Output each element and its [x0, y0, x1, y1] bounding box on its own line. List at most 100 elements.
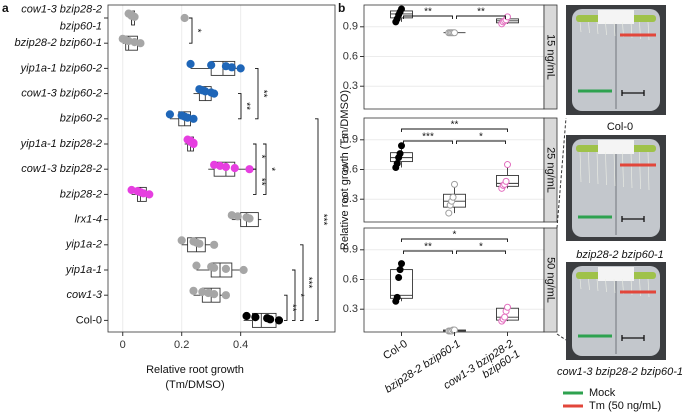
x-tick-label: 0.4: [233, 339, 248, 351]
data-point: [210, 240, 219, 249]
category-label-group: yip1a-1: [65, 264, 102, 276]
data-point: [221, 264, 231, 273]
category-label: yip1a-1 bzip28-2: [20, 138, 102, 150]
significance-bracket: [456, 15, 506, 19]
significance-label: *: [255, 155, 266, 159]
root: [579, 21, 582, 33]
data-point: [398, 260, 405, 268]
category-label-group: cow1-3: [67, 289, 103, 301]
facet-strip: [543, 117, 558, 223]
category-label: yip1a-2: [65, 239, 102, 251]
significance-bracket: [401, 128, 508, 132]
data-point: [189, 114, 198, 123]
category-label: bzip28-2 bzip60-1: [15, 37, 102, 49]
photo: [566, 5, 666, 115]
data-point: [445, 209, 453, 217]
data-point: [501, 313, 509, 321]
root: [613, 21, 616, 37]
significance-label: **: [286, 304, 297, 312]
significance-label: **: [424, 242, 432, 253]
root: [588, 278, 590, 291]
photo-label: cow1-3 bzip28-2 bzip60-1: [557, 366, 683, 378]
data-point: [395, 274, 403, 282]
category-label-group: yip1a-1 bzip60-2: [20, 62, 102, 74]
x-tick-label: 0: [120, 339, 126, 351]
root: [596, 278, 599, 292]
significance-label: ***: [302, 277, 313, 289]
root: [647, 151, 650, 191]
panel-label: b: [338, 1, 345, 15]
significance-label: *: [479, 132, 483, 143]
root: [613, 278, 616, 294]
zoom-line: [556, 117, 567, 229]
significance-bracket: [300, 244, 304, 321]
facet-strip: [543, 227, 558, 333]
root: [639, 151, 641, 190]
facet-strip-label: 50 ng/mL: [545, 257, 557, 303]
data-point: [398, 142, 405, 150]
x-tick-label: 0.2: [174, 339, 189, 351]
data-point: [504, 303, 511, 311]
significance-bracket: [403, 15, 453, 19]
category-label: Col-0: [76, 314, 102, 326]
category-label-group: lrx1-4: [74, 214, 102, 226]
data-point: [145, 190, 154, 199]
data-point: [227, 63, 236, 72]
significance-label: **: [477, 7, 485, 18]
y-tick-label: 0.6: [343, 273, 358, 285]
category-label-group: cow1-3 bzip28-2: [21, 163, 102, 175]
data-point: [210, 290, 219, 299]
category-label-group: bzip60-2: [60, 113, 102, 125]
significance-label: *: [453, 230, 457, 241]
category-label-group: cow1-3 bzip28-2 bzip60-1: [21, 3, 102, 32]
data-point: [502, 177, 510, 185]
significance-bracket: [238, 93, 242, 120]
category-label: cow1-3 bzip28-2: [21, 3, 102, 15]
root: [605, 151, 607, 186]
data-point: [449, 193, 457, 201]
data-point: [451, 29, 458, 37]
category-label-group: yip1a-1 bzip28-2: [20, 138, 102, 150]
y-tick-label: 0.6: [343, 163, 358, 175]
photo: [566, 262, 666, 360]
x-axis-title: Relative root growth: [146, 364, 244, 376]
significance-bracket: [292, 269, 296, 321]
data-point: [177, 236, 186, 245]
root: [630, 151, 633, 189]
category-label: bzip60-2: [60, 113, 102, 125]
root: [605, 21, 607, 36]
category-label: bzip28-2: [60, 188, 102, 200]
category-label-group: yip1a-2: [65, 239, 102, 251]
data-point: [189, 286, 198, 295]
significance-bracket: [315, 118, 319, 321]
significance-label: *: [479, 242, 483, 253]
box: [390, 269, 413, 299]
photo-label: Col-0: [607, 121, 633, 133]
data-point: [245, 165, 254, 174]
root: [579, 151, 582, 183]
root: [596, 21, 599, 35]
category-label: cow1-3 bzip28-2: [21, 163, 102, 175]
y-tick-label: 0.3: [343, 80, 358, 92]
category-label-group: bzip28-2 bzip60-1: [15, 37, 102, 49]
data-point: [192, 261, 201, 270]
data-point: [186, 59, 195, 69]
data-point: [245, 214, 254, 223]
data-point: [504, 161, 511, 169]
root: [596, 151, 599, 185]
data-point: [398, 5, 405, 13]
data-point: [136, 39, 145, 48]
root: [613, 151, 616, 187]
data-point: [230, 164, 239, 173]
root: [647, 21, 650, 41]
data-point: [180, 13, 189, 23]
root: [588, 151, 590, 184]
category-label-group: Col-0: [76, 314, 102, 326]
legend-label: Tm (50 ng/mL): [589, 400, 661, 412]
root: [622, 151, 624, 188]
data-point: [266, 315, 275, 324]
significance-label: *: [265, 167, 276, 171]
photo-label: bzip28-2 bzip60-1: [576, 249, 663, 261]
data-point: [251, 313, 260, 322]
y-tick-label: 0.3: [343, 193, 358, 205]
